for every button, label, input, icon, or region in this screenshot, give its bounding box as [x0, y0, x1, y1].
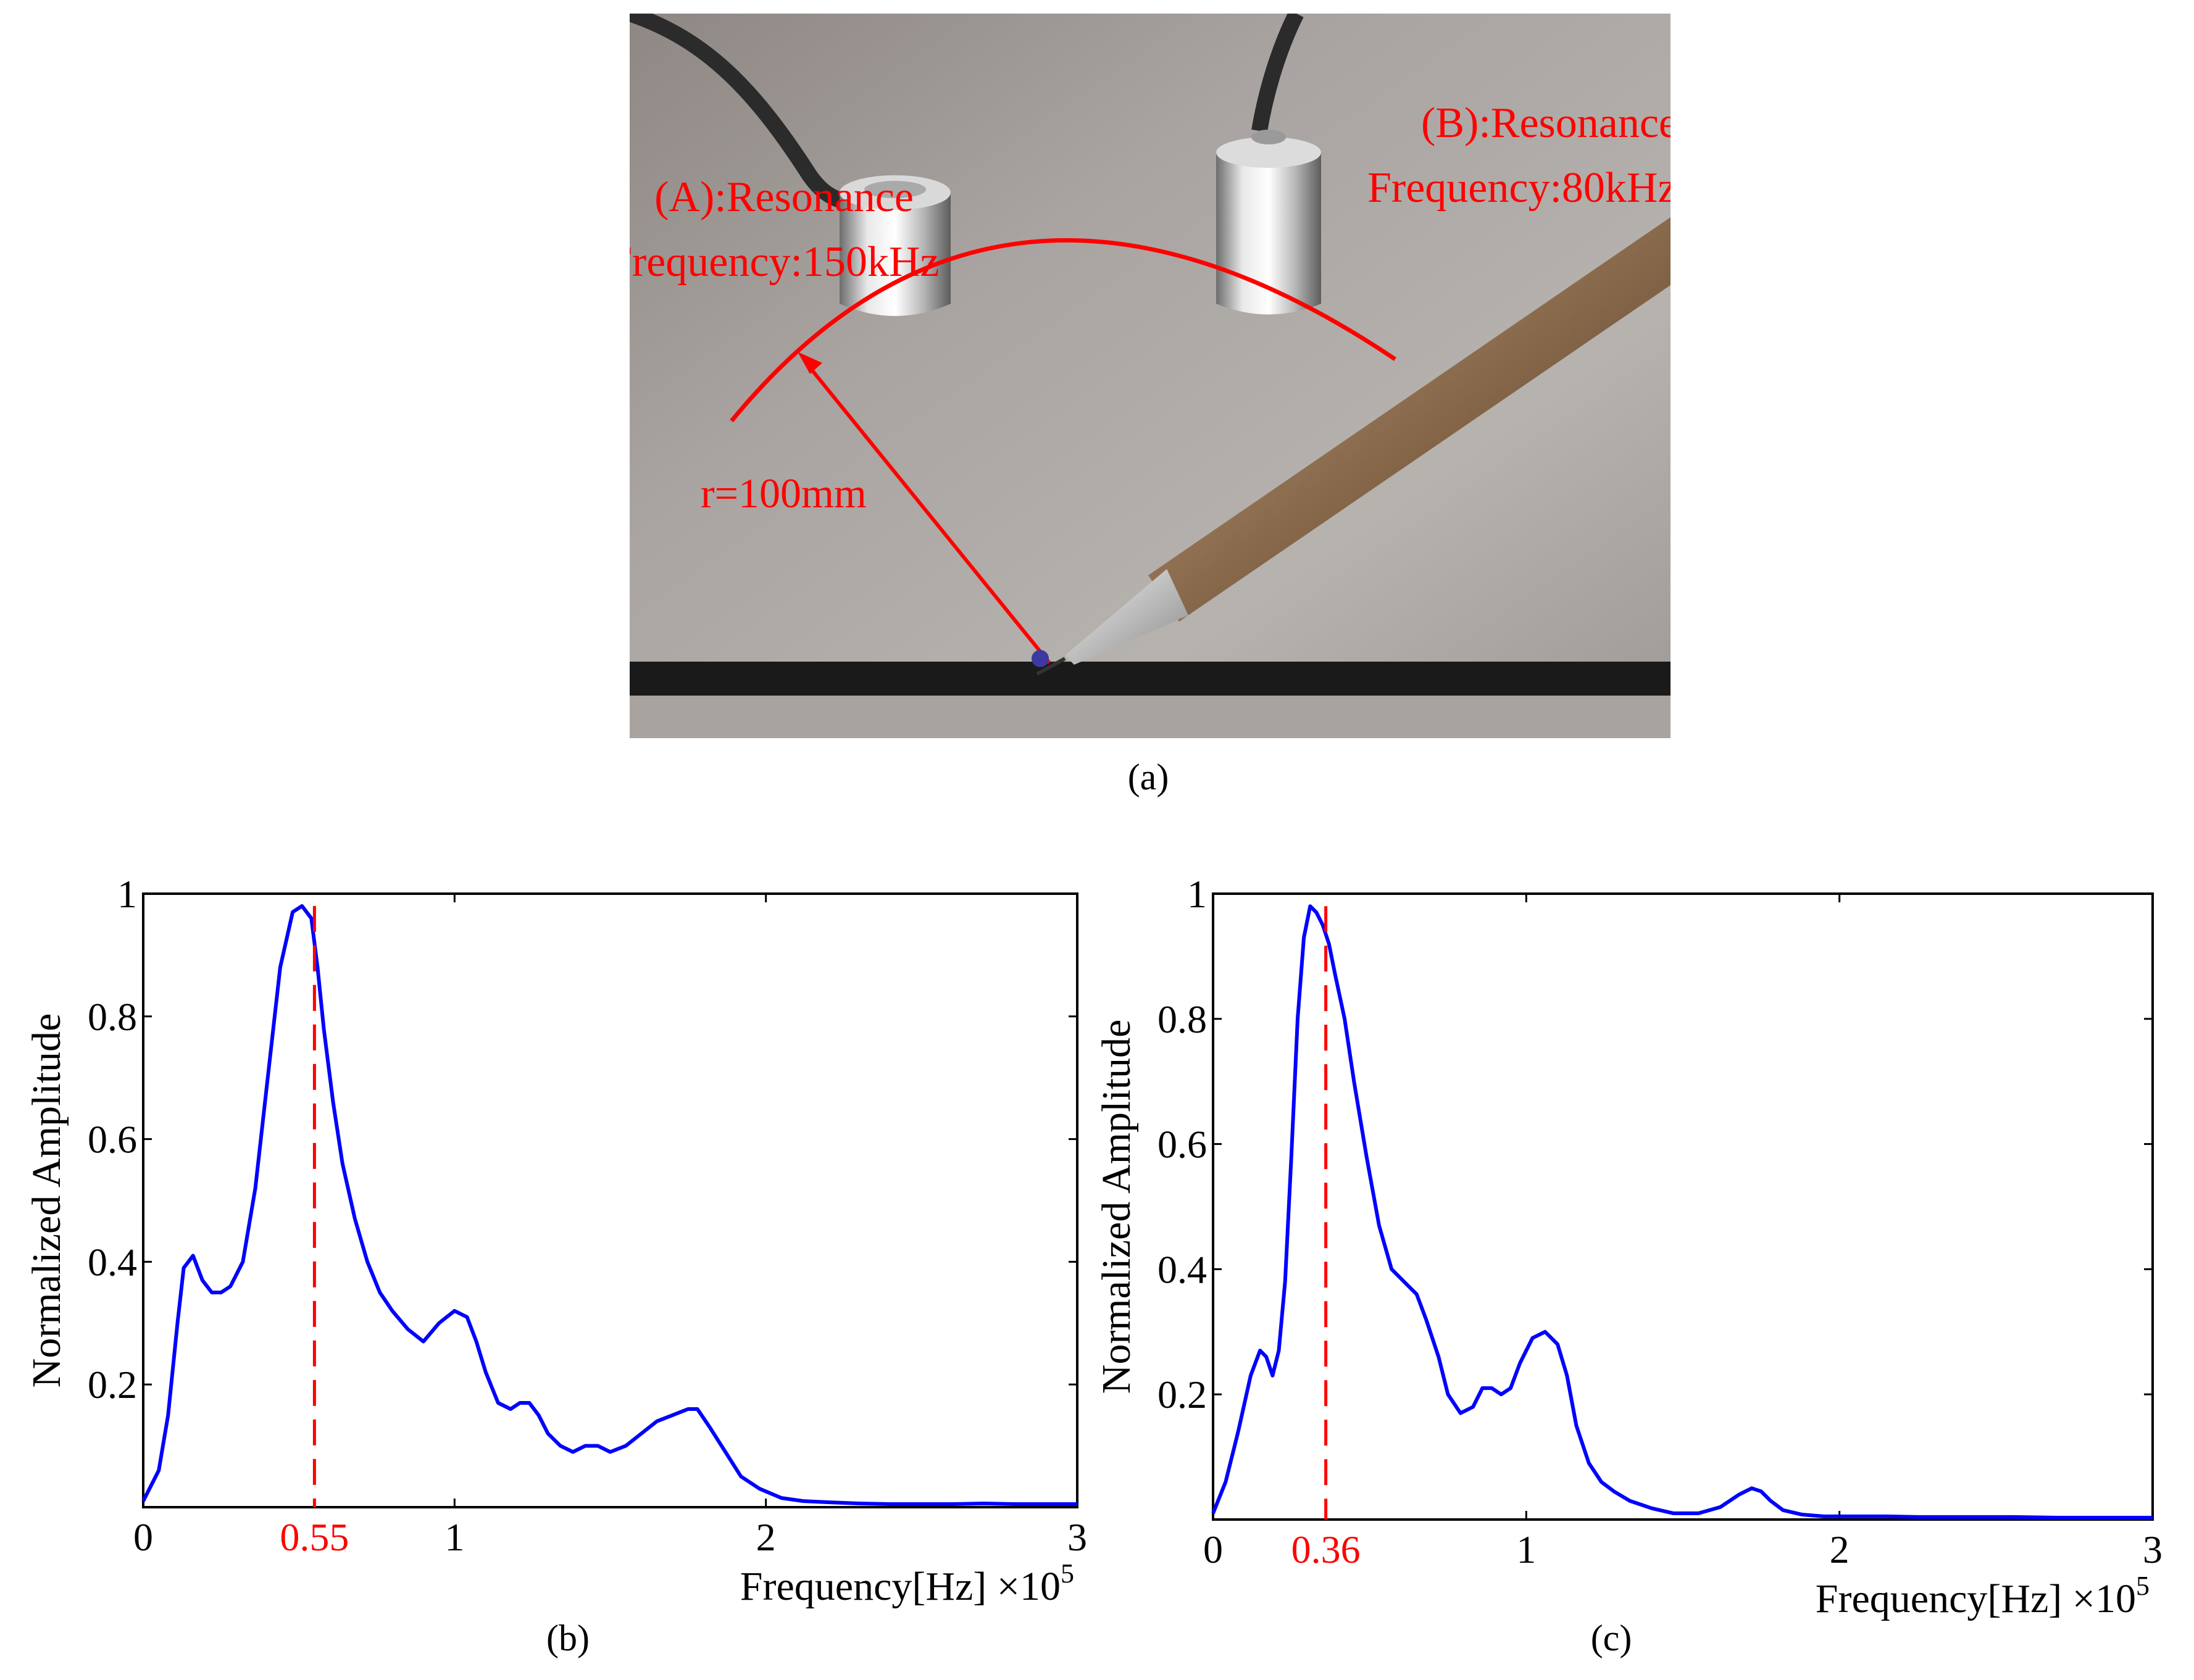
radius-arrow-line: [804, 361, 1051, 664]
chart0-ytick-label-3: 0.8: [88, 995, 137, 1039]
caption-c: (c): [1590, 1618, 1632, 1658]
chart1-xtick-label-3: 3: [2143, 1528, 2163, 1571]
chart1-ytick-label-1: 0.4: [1157, 1247, 1207, 1291]
sensor-b-cable: [1251, 14, 1304, 133]
radius-arrowhead: [798, 352, 822, 374]
source-point: [1032, 650, 1049, 667]
chart1-peak-label: 0.36: [1291, 1528, 1361, 1571]
radius-label: r=100mm: [701, 470, 867, 517]
caption-a: (a): [1127, 757, 1169, 797]
sensor-a: [840, 175, 951, 316]
chart0-series-line: [141, 904, 1077, 1506]
chart1-ytick-label-0: 0.2: [1157, 1373, 1207, 1416]
chart1-xtick-label-2: 2: [1830, 1528, 1850, 1571]
pencil-lead-break: [1036, 217, 1671, 676]
chart1-ytick-label-3: 0.8: [1157, 997, 1207, 1041]
chart1-xtick-label-1: 1: [1516, 1528, 1536, 1571]
plate-edge: [630, 662, 1671, 696]
chart0-ytick-label-0: 0.2: [88, 1363, 137, 1407]
chart0-ytick-label-1: 0.4: [88, 1240, 137, 1284]
chart0-ytick-label-2: 0.6: [88, 1118, 137, 1162]
chart0-xtick-label-1: 1: [444, 1515, 464, 1559]
label-b-line2: Frequency:80kHz: [1367, 164, 1671, 212]
spectrum-chart-c: 0.2 0.4 0.6 0.8 1 0 1 2 3 Normalized Amplitude Fre…: [1099, 872, 2163, 1621]
chart0-ylabel: Normalized Amplitude: [24, 1013, 69, 1388]
chart1-xtick-label-0: 0: [1203, 1528, 1223, 1571]
chart1-ytick-label-2: 0.6: [1157, 1123, 1207, 1166]
wave-arc: [730, 238, 1396, 423]
chart0-xtick-label-2: 2: [756, 1515, 776, 1559]
label-a-line2: Frequency:150kHz: [630, 238, 940, 286]
chart1-xlabel: Frequency[Hz] ×105: [1816, 1571, 2150, 1621]
spectrum-chart-b: 0.2 0.4 0.6 0.8 1 0 1 2 3 Normalized Amplitude Fre…: [24, 872, 1087, 1609]
chart0-ytick-label-4: 1: [117, 872, 137, 916]
chart0-xtick-label-3: 3: [1067, 1515, 1087, 1559]
chart0-xlabel: Frequency[Hz] ×105: [740, 1558, 1074, 1609]
chart0-xtick-label-0: 0: [133, 1515, 153, 1559]
chart1-series-line: [1211, 904, 2153, 1520]
label-a-line1: (A):Resonance: [654, 173, 914, 221]
chart1-plot-frame: [1212, 892, 2154, 1521]
sensor-b: [1216, 130, 1321, 315]
chart1-ylabel: Normalized Amplitude: [1099, 1020, 1139, 1394]
chart0-peak-label: 0.55: [280, 1515, 349, 1559]
sensor-a-cable: [630, 14, 848, 210]
sensor-photo: (A):Resonance Frequency:150kHz (B):Reson…: [630, 14, 1671, 738]
chart0-plot-frame: [142, 892, 1078, 1508]
chart1-ytick-label-4: 1: [1187, 872, 1207, 916]
label-b-line1: (B):Resonance: [1421, 99, 1671, 147]
caption-b: (b): [546, 1618, 590, 1658]
